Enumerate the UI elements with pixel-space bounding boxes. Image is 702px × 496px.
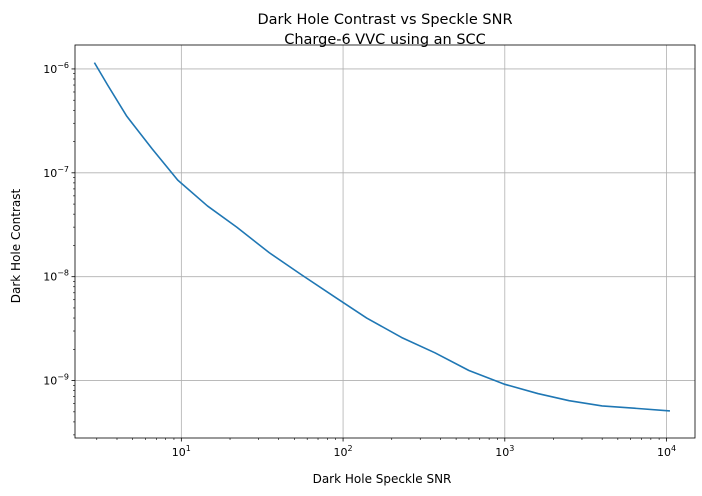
x-tick-label: 104 (657, 444, 676, 459)
x-tick-label: 101 (172, 444, 191, 459)
chart-title: Dark Hole Contrast vs Speckle SNR (257, 12, 512, 28)
y-tick-label: 10−9 (43, 373, 69, 388)
y-tick-label: 10−7 (43, 165, 69, 180)
x-axis-label: Dark Hole Speckle SNR (313, 472, 452, 486)
series-layer (93, 62, 671, 412)
x-tick-label: 102 (334, 444, 353, 459)
ticks: 101 102 103 104 10−9 10−8 10−7 10−6 (43, 61, 676, 459)
series-line (93, 62, 671, 412)
y-tick-label: 10−8 (43, 269, 69, 284)
chart-subtitle: Charge-6 VVC using an SCC (284, 32, 486, 48)
grid (75, 45, 695, 438)
plot-frame (74, 44, 696, 439)
y-axis-label: Dark Hole Contrast (9, 188, 23, 303)
y-tick-label: 10−6 (43, 61, 69, 76)
x-tick-label: 103 (495, 444, 514, 459)
